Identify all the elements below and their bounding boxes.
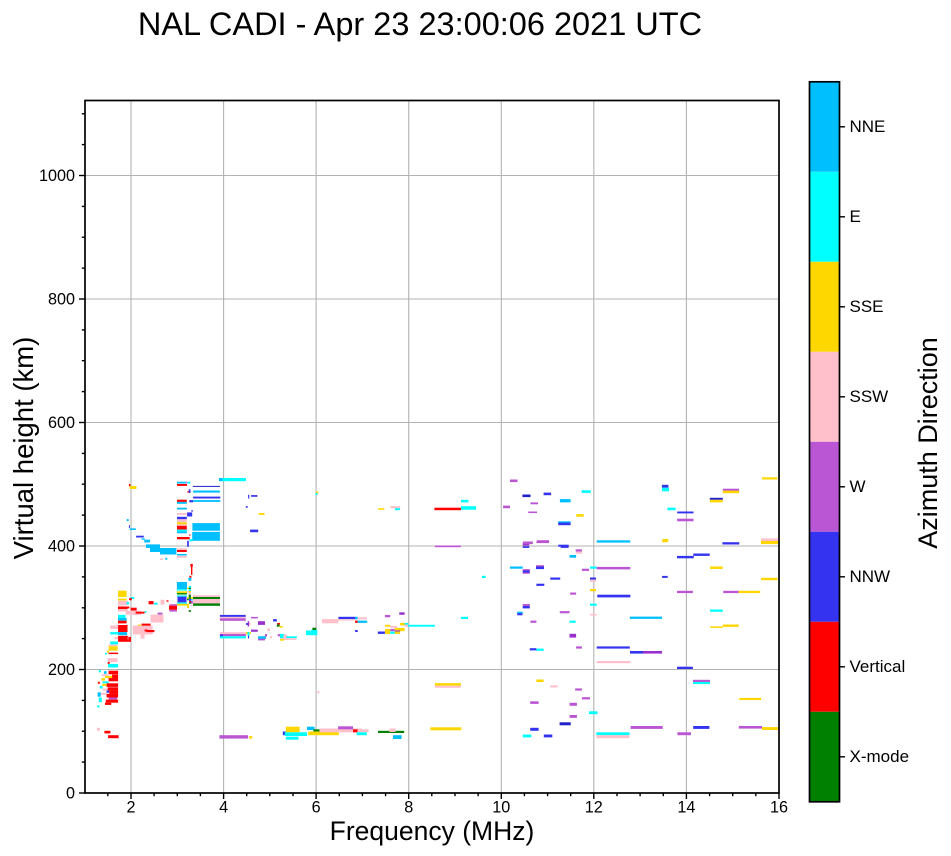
svg-text:2: 2: [126, 799, 135, 817]
svg-text:600: 600: [48, 414, 75, 432]
svg-text:14: 14: [677, 799, 695, 817]
svg-text:400: 400: [48, 537, 75, 555]
svg-text:NNW: NNW: [850, 567, 891, 586]
svg-text:800: 800: [48, 290, 75, 308]
svg-text:W: W: [850, 477, 866, 496]
svg-text:SSE: SSE: [850, 297, 884, 316]
svg-text:Vertical: Vertical: [850, 657, 906, 676]
svg-text:E: E: [850, 207, 861, 226]
svg-text:16: 16: [770, 799, 788, 817]
svg-text:6: 6: [312, 799, 321, 817]
svg-text:12: 12: [585, 799, 603, 817]
svg-text:NAL CADI - Apr 23 23:00:06 202: NAL CADI - Apr 23 23:00:06 2021 UTC: [138, 6, 702, 42]
svg-text:1000: 1000: [39, 167, 75, 185]
svg-text:Virtual height (km): Virtual height (km): [8, 337, 39, 560]
svg-text:SSW: SSW: [850, 387, 889, 406]
svg-text:0: 0: [66, 784, 75, 802]
svg-text:Azimuth Direction: Azimuth Direction: [913, 337, 943, 549]
svg-text:200: 200: [48, 661, 75, 679]
svg-text:X-mode: X-mode: [850, 747, 910, 766]
svg-text:4: 4: [219, 799, 228, 817]
svg-text:NNE: NNE: [850, 117, 886, 136]
svg-text:10: 10: [492, 799, 510, 817]
svg-text:8: 8: [404, 799, 413, 817]
svg-text:Frequency (MHz): Frequency (MHz): [330, 816, 535, 846]
